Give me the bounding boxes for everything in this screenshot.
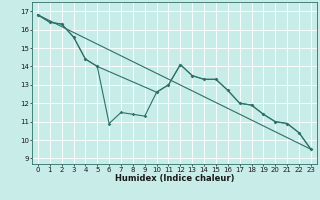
X-axis label: Humidex (Indice chaleur): Humidex (Indice chaleur) xyxy=(115,174,234,183)
